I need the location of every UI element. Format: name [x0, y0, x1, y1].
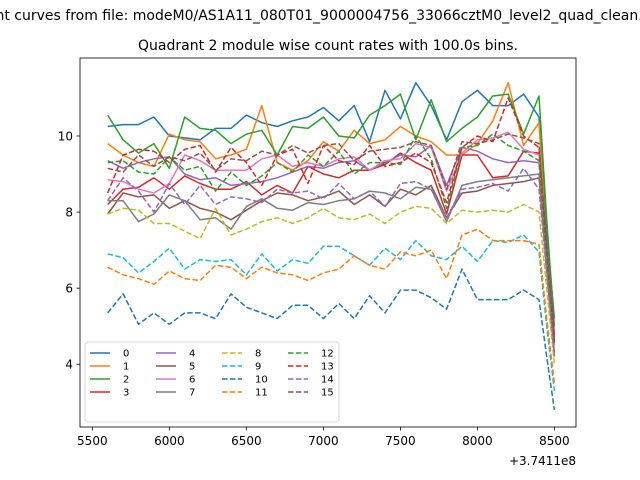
legend-label-13: 13	[321, 362, 334, 373]
legend-label-4: 4	[189, 349, 195, 360]
series-line-9	[107, 234, 556, 391]
legend-label-8: 8	[255, 349, 261, 360]
y-tick-label: 6	[65, 282, 73, 296]
series-line-12	[107, 133, 556, 346]
legend-label-5: 5	[189, 362, 195, 373]
series-line-8	[107, 203, 556, 365]
x-tick-label: 6000	[154, 434, 185, 448]
legend-label-6: 6	[189, 375, 195, 386]
legend-label-1: 1	[123, 362, 129, 373]
legend-frame	[84, 341, 340, 423]
series-line-10	[107, 268, 556, 411]
x-tick-label: 6500	[231, 434, 262, 448]
x-tick-label: 7500	[385, 434, 416, 448]
series-line-0	[107, 81, 556, 319]
y-tick-label: 10	[58, 129, 73, 143]
y-tick-label: 4	[65, 358, 73, 372]
y-axis: 4 6 8 10	[58, 129, 80, 372]
x-tick-label: 5500	[77, 434, 108, 448]
x-tick-label: 7000	[308, 434, 339, 448]
series-line-3	[107, 150, 556, 334]
legend-label-7: 7	[189, 388, 195, 399]
plot-frame	[79, 57, 577, 428]
series-layer	[107, 81, 556, 411]
series-line-14	[107, 167, 556, 357]
series-line-11	[107, 228, 556, 384]
x-tick-label: 8500	[539, 434, 570, 448]
series-line-15	[107, 133, 556, 338]
x-axis: 5500 6000 6500 7000 7500 8000 8500	[77, 427, 570, 448]
legend-label-14: 14	[321, 375, 334, 386]
legend-label-15: 15	[321, 388, 334, 399]
figure-suptitle: Light curves from file: modeM0/AS1A11_08…	[0, 8, 640, 24]
x-tick-label: 8000	[462, 434, 493, 448]
series-line-2	[107, 93, 556, 327]
y-tick-label: 8	[65, 206, 73, 220]
legend-label-9: 9	[255, 362, 261, 373]
series-line-6	[107, 131, 556, 346]
legend-label-10: 10	[255, 375, 268, 386]
legend-label-0: 0	[123, 349, 129, 360]
series-line-13	[107, 97, 556, 342]
legend-label-2: 2	[123, 375, 129, 386]
series-line-4	[107, 144, 556, 338]
legend-label-11: 11	[255, 388, 268, 399]
x-axis-offset-label: +3.7411e8	[509, 454, 576, 468]
chart-title: Quadrant 2 module wise count rates with …	[138, 38, 518, 54]
legend-label-12: 12	[321, 349, 334, 360]
series-line-7	[107, 173, 556, 357]
legend-label-3: 3	[123, 388, 129, 399]
